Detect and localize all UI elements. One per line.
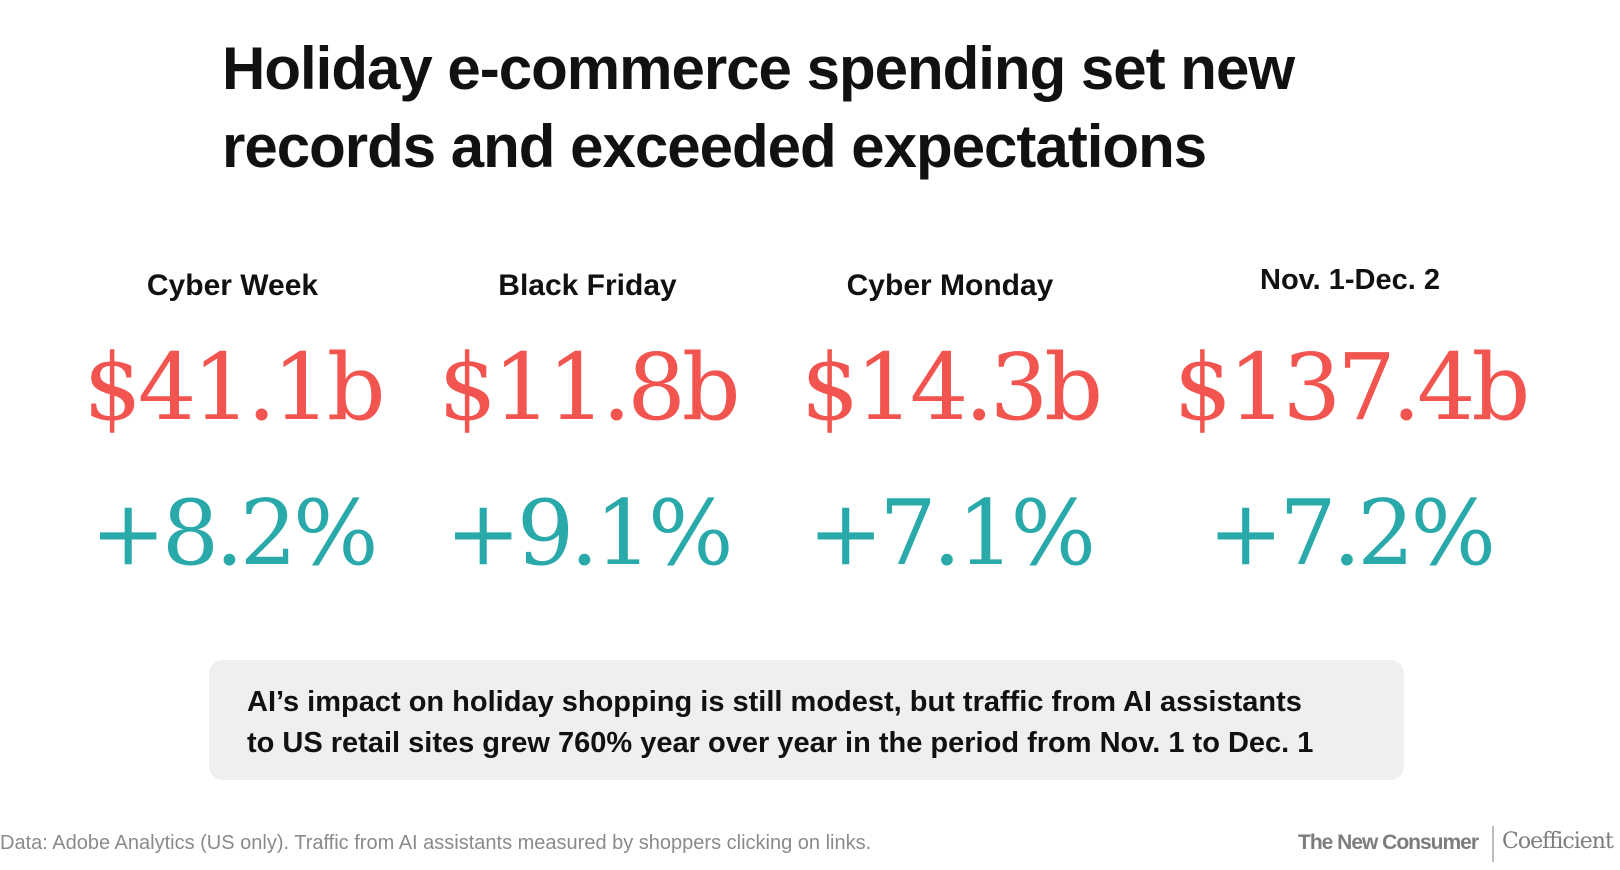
callout-line-2: to US retail sites grew 760% year over y…: [247, 727, 1314, 759]
brand-the-new-consumer: The New Consumer: [1298, 831, 1479, 854]
title-line-1: Holiday e-commerce spending set new: [222, 35, 1295, 102]
source-note: Data: Adobe Analytics (US only). Traffic…: [0, 832, 872, 854]
callout-text: AI’s impact on holiday shopping is still…: [247, 682, 1374, 764]
stat-change: +8.2%: [90, 481, 378, 586]
stat-label: Cyber Monday: [846, 269, 1054, 302]
stat-value: $14.3b: [800, 334, 1103, 441]
brand-coefficient: Coefficient: [1502, 829, 1614, 854]
stat-value: $11.8b: [438, 334, 740, 441]
stat-value: $137.4b: [1173, 334, 1531, 441]
stat-label: Cyber Week: [146, 269, 319, 302]
callout-line-1: AI’s impact on holiday shopping is still…: [247, 686, 1302, 718]
stat-change: +7.1%: [807, 481, 1096, 586]
ai-callout-box: AI’s impact on holiday shopping is still…: [209, 660, 1404, 780]
stat-value: $41.1b: [83, 334, 385, 441]
brand-divider: [1492, 826, 1494, 862]
stat-label: Nov. 1-Dec. 2: [1260, 264, 1440, 296]
stat-change: +7.2%: [1207, 481, 1496, 586]
page-title: Holiday e-commerce spending set new reco…: [222, 30, 1482, 186]
stat-label: Black Friday: [498, 269, 677, 302]
stat-change: +9.1%: [445, 481, 733, 586]
title-line-2: records and exceeded expectations: [222, 113, 1207, 180]
